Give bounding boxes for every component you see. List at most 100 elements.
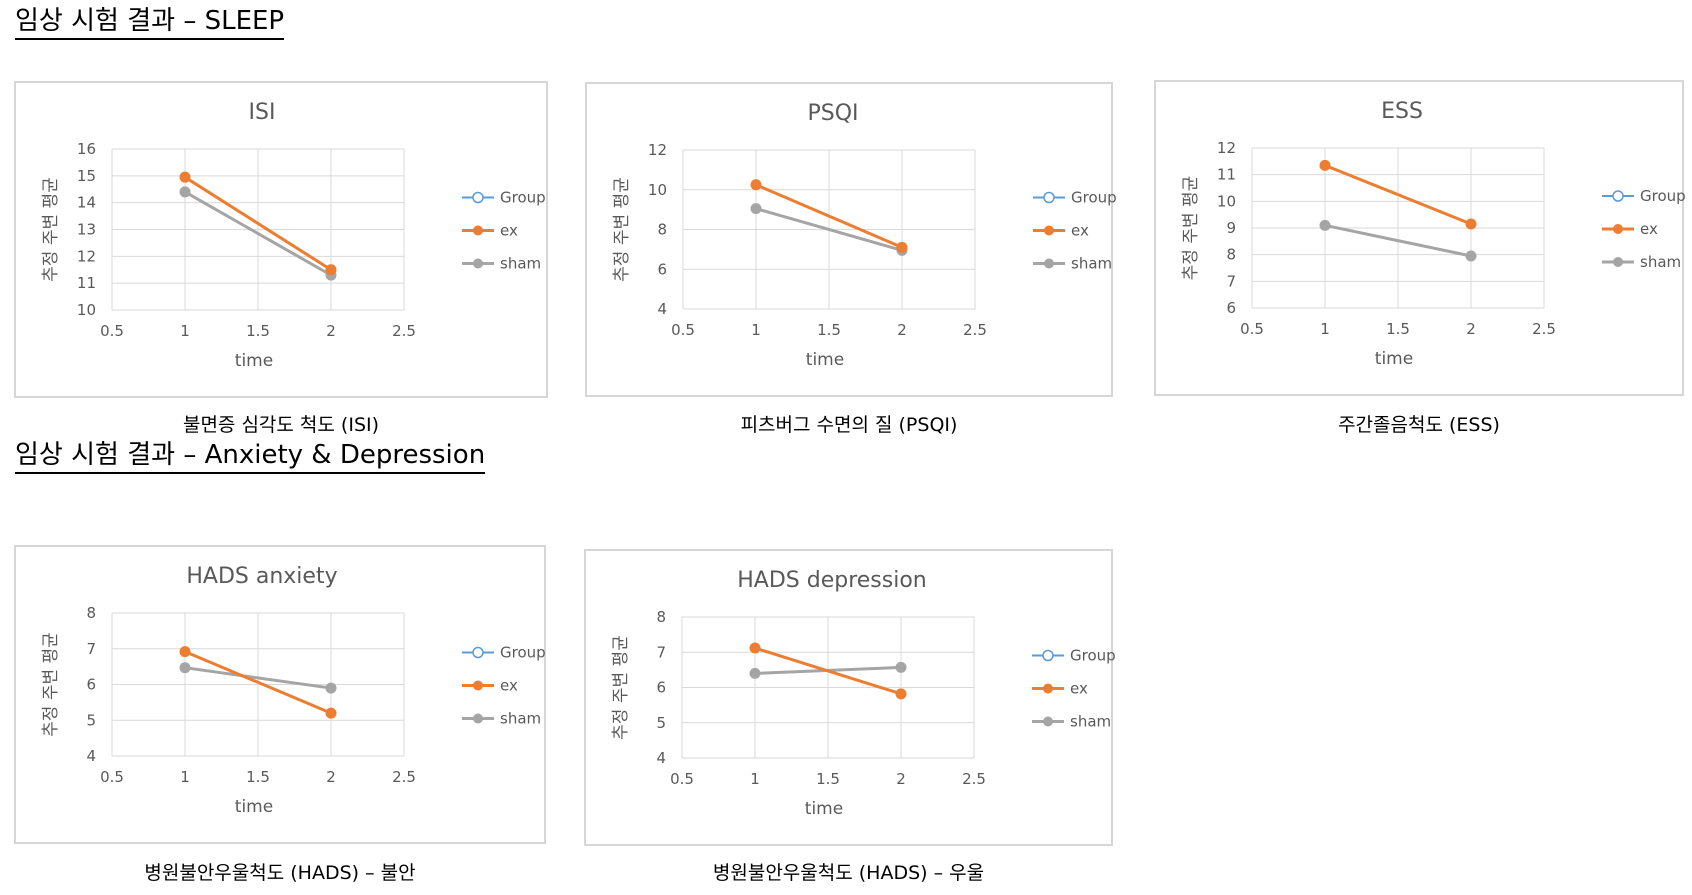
y-tick-label: 10 <box>77 301 96 319</box>
y-tick-label: 6 <box>86 676 96 694</box>
heading-anxiety-depression: 임상 시험 결과 – Anxiety & Depression <box>15 440 486 474</box>
y-tick-label: 8 <box>86 604 96 622</box>
data-point-sham <box>1319 219 1331 231</box>
chart-title: HADS anxiety <box>186 564 337 589</box>
legend-label-group: Group <box>1070 647 1116 665</box>
y-tick-label: 8 <box>656 608 666 626</box>
series-line-sham <box>1324 223 1472 258</box>
legend-label-ex: ex <box>500 222 518 240</box>
data-point-ex <box>179 646 191 658</box>
y-tick-label: 7 <box>1226 272 1236 290</box>
chart-svg: HADS anxiety 0.5 1 1.5 2 2.5 4 5 6 7 8 time 추정 주변 평균… <box>41 564 546 817</box>
data-point-sham <box>895 661 907 673</box>
caption-hads-depression: 병원불안우울척도 (HADS) – 우울 <box>712 862 985 884</box>
legend-marker-sham <box>473 713 483 724</box>
chart-card-psqi: PSQI 0.5 1 1.5 2 2.5 4 6 8 10 12 time 추정 주변 평균 Group e… <box>585 82 1117 397</box>
x-tick-label: 2 <box>326 768 336 786</box>
legend-label-group: Group <box>1071 189 1117 207</box>
legend-marker-group <box>1043 191 1055 204</box>
x-tick-label: 1.5 <box>246 322 270 340</box>
chart-title: HADS depression <box>737 568 927 593</box>
y-tick-label: 15 <box>77 167 96 185</box>
y-tick-label: 12 <box>1217 139 1236 157</box>
chart-svg: ISI 0.5 1 1.5 2 2.5 10 11 12 13 14 15 16 time 추정 주변 평균… <box>41 100 546 371</box>
data-point-ex <box>325 264 337 276</box>
series-line-ex <box>754 646 902 696</box>
x-axis-label: time <box>805 799 843 819</box>
x-tick-label: 2 <box>326 322 336 340</box>
y-tick-label: 4 <box>86 747 96 765</box>
y-tick-label: 10 <box>648 181 667 199</box>
chart-card-hads-anxiety: HADS anxiety 0.5 1 1.5 2 2.5 4 5 6 7 8 time 추정 주변 평균… <box>14 545 546 844</box>
data-point-sham <box>1465 250 1477 262</box>
legend-marker-sham <box>1043 716 1053 727</box>
x-tick-label: 0.5 <box>100 768 124 786</box>
series-line-sham <box>184 190 332 277</box>
y-axis-label: 추정 주변 평균 <box>612 177 632 282</box>
series-line-ex <box>184 175 332 272</box>
y-axis-label: 추정 주변 평균 <box>1181 176 1201 281</box>
x-tick-label: 2 <box>896 770 906 788</box>
x-tick-label: 2.5 <box>962 770 986 788</box>
x-tick-label: 1.5 <box>817 321 841 339</box>
x-tick-label: 1.5 <box>246 768 270 786</box>
legend-marker-group <box>472 646 484 659</box>
data-point-ex <box>1465 218 1477 230</box>
x-axis-label: time <box>806 350 844 370</box>
x-tick-label: 1 <box>1320 320 1330 338</box>
y-tick-label: 9 <box>1226 219 1236 237</box>
y-tick-label: 11 <box>1217 166 1236 184</box>
caption-hads-anxiety: 병원불안우울척도 (HADS) – 불안 <box>144 862 416 884</box>
y-tick-label: 12 <box>77 247 96 265</box>
legend-marker-group <box>472 191 484 204</box>
chart-svg: HADS depression 0.5 1 1.5 2 2.5 4 5 6 7 8 time 추정 주변… <box>611 568 1116 819</box>
legend-label-ex: ex <box>1071 222 1089 240</box>
y-tick-label: 6 <box>657 260 667 278</box>
x-tick-label: 2.5 <box>963 321 987 339</box>
legend-marker-sham <box>473 258 483 269</box>
x-axis-label: time <box>235 351 273 371</box>
legend-marker-ex <box>1044 225 1054 236</box>
data-point-ex <box>750 179 762 191</box>
chart-title: ISI <box>249 100 276 125</box>
x-tick-label: 2.5 <box>392 768 416 786</box>
legend-marker-sham <box>1044 258 1054 269</box>
y-tick-label: 13 <box>77 221 96 239</box>
data-point-ex <box>179 171 191 183</box>
legend-label-group: Group <box>500 189 546 207</box>
chart-card-ess: ESS 0.5 1 1.5 2 2.5 6 7 8 9 10 11 12 time 추정 주변 평균 Grou… <box>1154 80 1686 396</box>
y-tick-label: 8 <box>657 221 667 239</box>
x-tick-label: 1 <box>750 770 760 788</box>
series-line-ex <box>184 650 332 715</box>
y-axis-label: 추정 주변 평균 <box>611 635 631 740</box>
series-line-sham <box>755 207 903 252</box>
y-axis-label: 추정 주변 평균 <box>41 177 61 282</box>
x-tick-label: 1 <box>751 321 761 339</box>
x-axis-label: time <box>235 797 273 817</box>
chart-title: ESS <box>1381 99 1423 124</box>
legend-label-sham: sham <box>500 255 541 273</box>
x-tick-label: 1.5 <box>816 770 840 788</box>
series-line-ex <box>1324 163 1472 226</box>
x-tick-label: 0.5 <box>671 321 695 339</box>
x-tick-label: 2.5 <box>392 322 416 340</box>
data-point-ex <box>895 688 907 700</box>
y-tick-label: 7 <box>656 643 666 661</box>
data-point-sham <box>749 667 761 679</box>
heading-sleep: 임상 시험 결과 – SLEEP <box>15 6 285 40</box>
chart-title: PSQI <box>807 101 858 126</box>
chart-svg: PSQI 0.5 1 1.5 2 2.5 4 6 8 10 12 time 추정 주변 평균 Group e… <box>612 101 1117 370</box>
caption-psqi: 피츠버그 수면의 질 (PSQI) <box>740 414 958 436</box>
x-tick-label: 2 <box>1466 320 1476 338</box>
y-tick-label: 4 <box>657 300 667 318</box>
series-line-sham <box>184 666 332 690</box>
y-axis-label: 추정 주변 평균 <box>41 632 61 737</box>
legend-label-group: Group <box>500 644 546 662</box>
legend-label-ex: ex <box>500 677 518 695</box>
caption-isi: 불면증 심각도 척도 (ISI) <box>182 414 380 436</box>
legend-marker-ex <box>1613 224 1623 234</box>
data-point-ex <box>896 241 908 253</box>
y-tick-label: 11 <box>77 274 96 292</box>
data-point-ex <box>1319 159 1331 171</box>
chart-svg: ESS 0.5 1 1.5 2 2.5 6 7 8 9 10 11 12 time 추정 주변 평균 Grou… <box>1181 99 1686 369</box>
